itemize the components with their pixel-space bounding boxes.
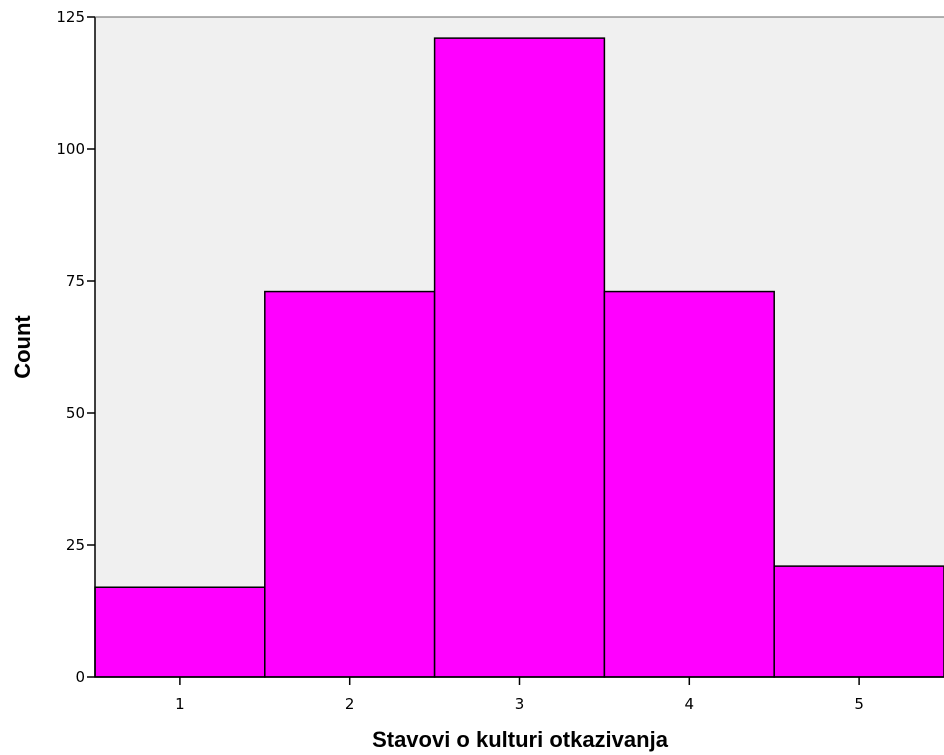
bars-group [94, 37, 944, 678]
bar-2 [264, 290, 436, 678]
y-tick-label-75: 75 [66, 272, 85, 290]
x-tick-label-5: 5 [854, 695, 864, 713]
y-ticks-group: 0 25 50 75 100 125 [56, 8, 95, 686]
x-tick-label-4: 4 [685, 695, 695, 713]
y-tick-label-0: 0 [75, 668, 85, 686]
y-tick-label-25: 25 [66, 536, 85, 554]
y-tick-label-100: 100 [56, 140, 85, 158]
y-axis-title: Count [10, 315, 35, 379]
bar-3 [433, 37, 606, 678]
x-axis-title: Stavovi o kulturi otkazivanja [372, 727, 669, 752]
y-tick-label-125: 125 [56, 8, 85, 26]
x-tick-label-3: 3 [515, 695, 525, 713]
x-ticks-group: 1 2 3 4 5 [175, 677, 864, 713]
y-tick-label-50: 50 [66, 404, 85, 422]
bar-1 [94, 586, 266, 678]
bar-4 [603, 290, 775, 678]
x-tick-label-1: 1 [175, 695, 185, 713]
bar-5 [773, 565, 944, 678]
x-tick-label-2: 2 [345, 695, 355, 713]
